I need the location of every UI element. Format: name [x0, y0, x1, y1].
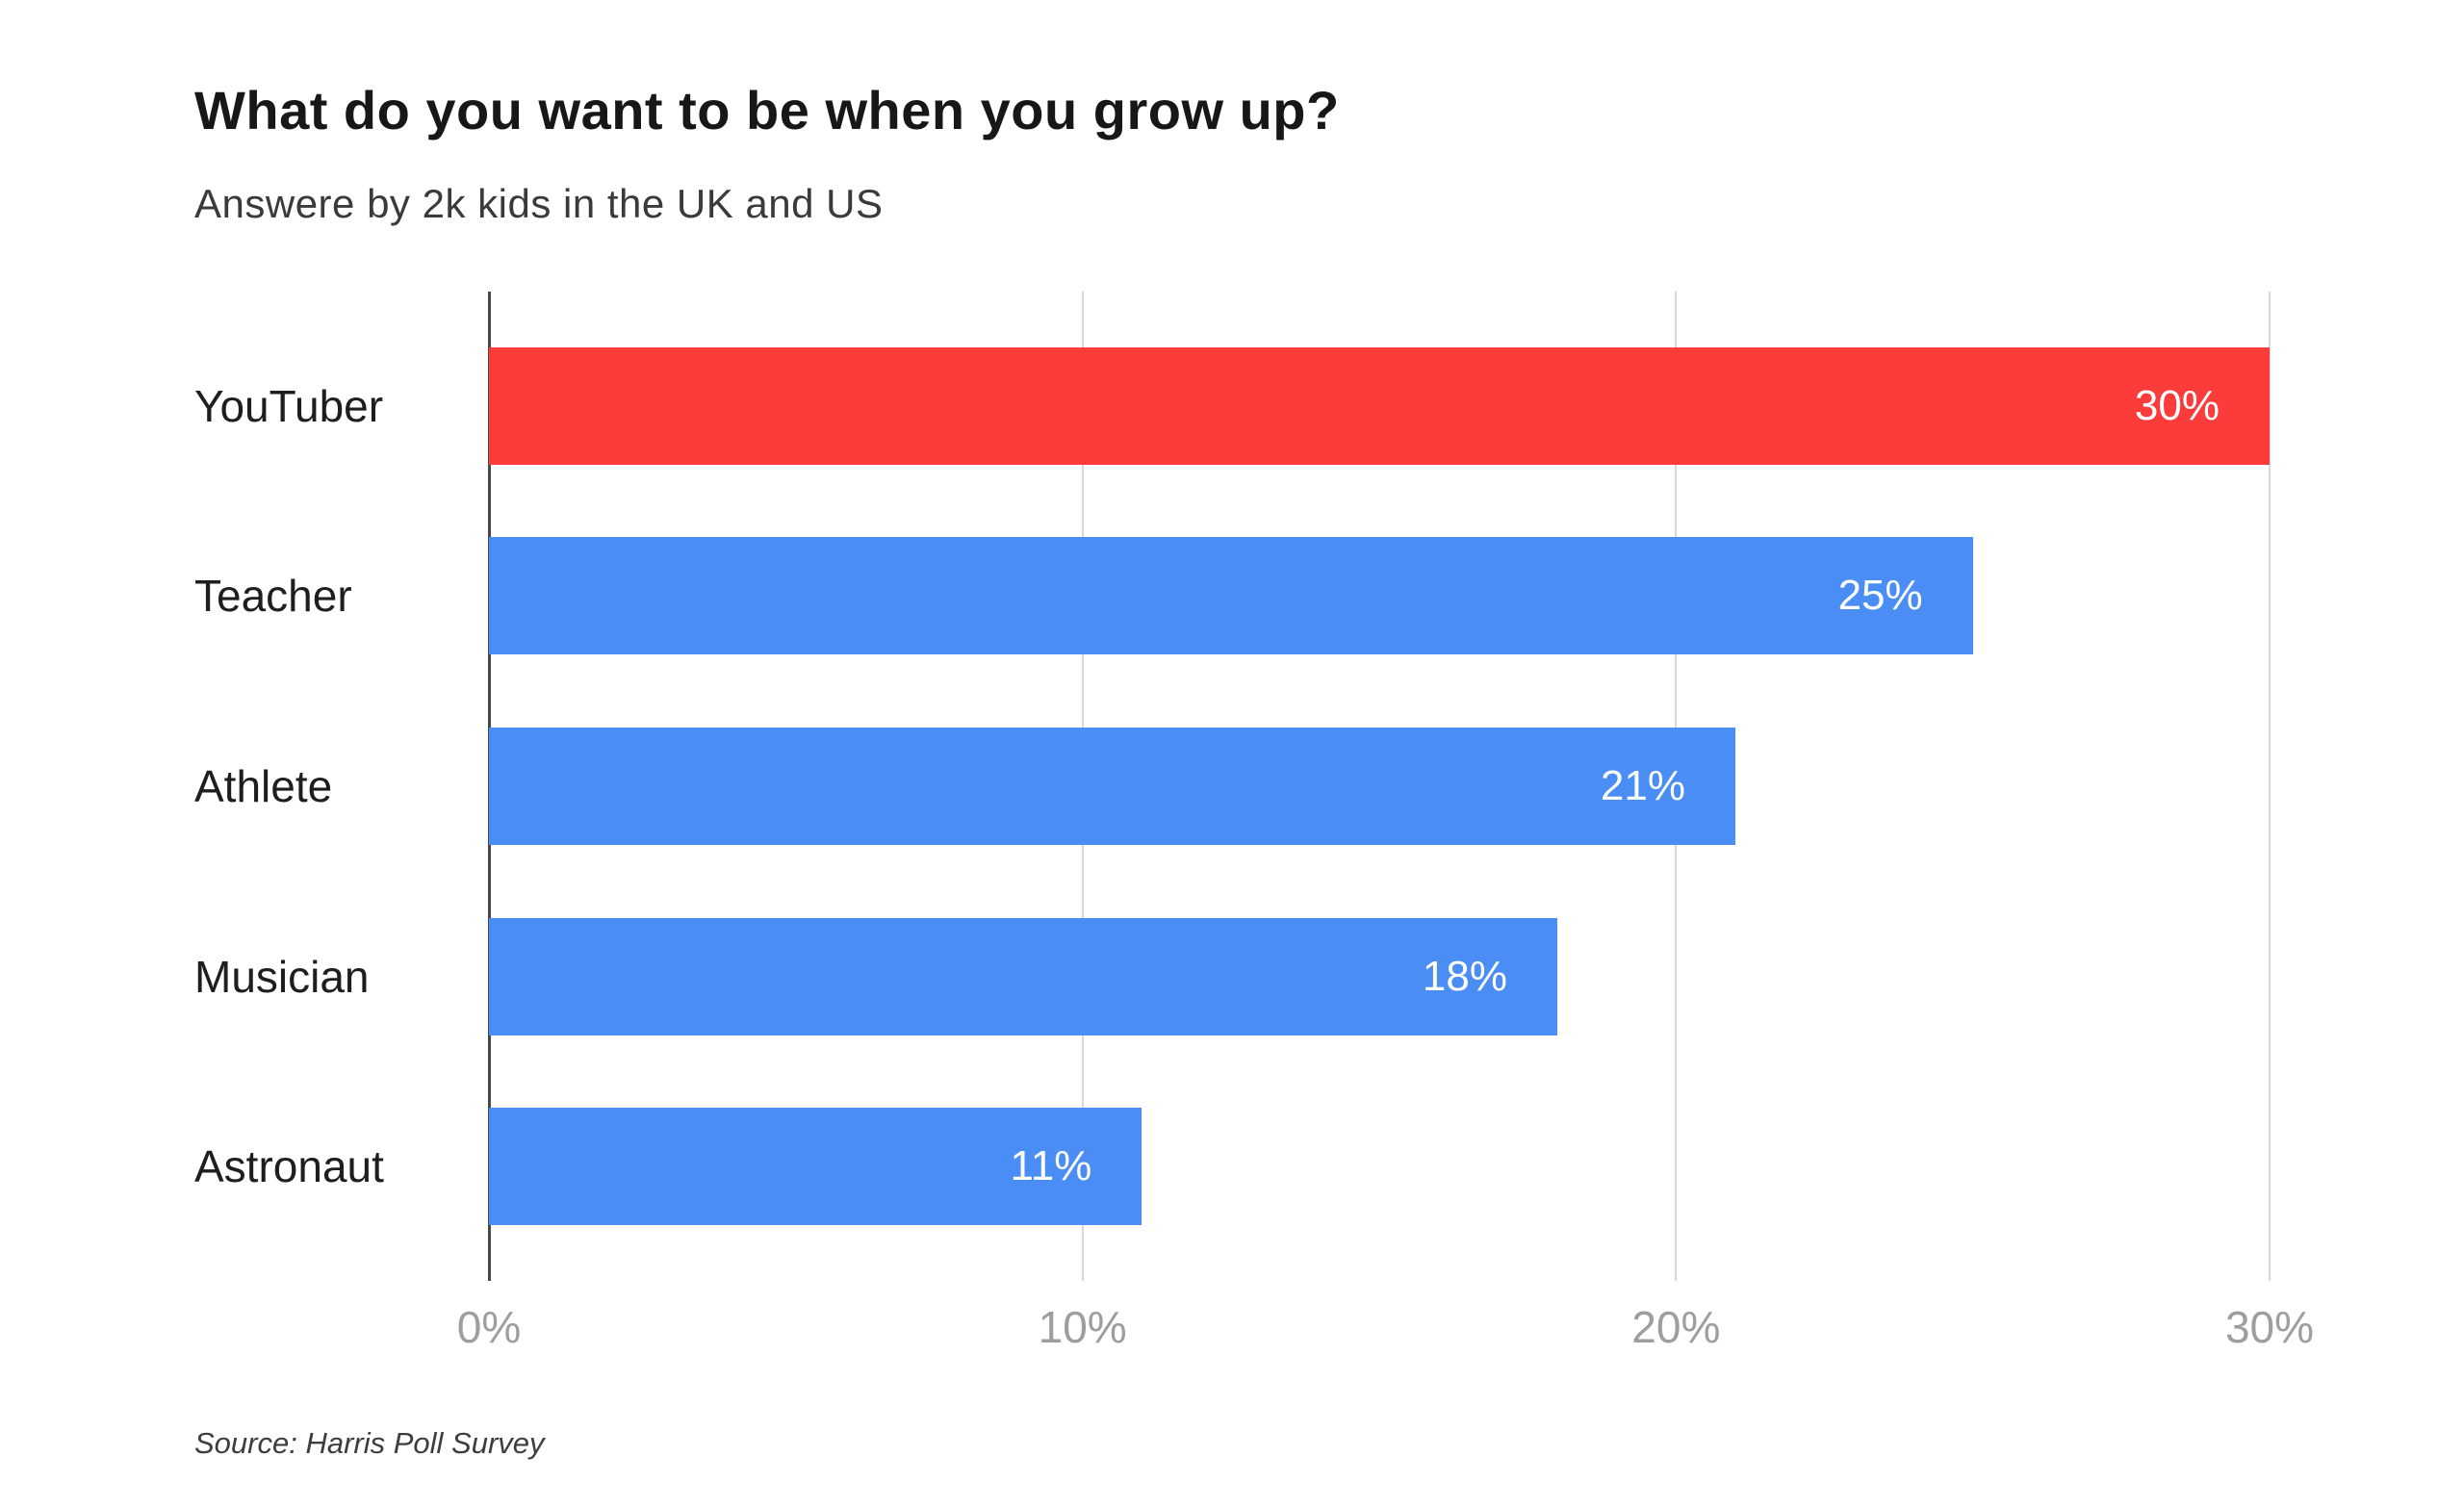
- x-tick-label: 0%: [456, 1302, 522, 1352]
- source-note: Source: Harris Poll Survey: [194, 1426, 545, 1460]
- bar-row: Teacher 25%: [194, 501, 2270, 692]
- category-label: Athlete: [194, 760, 333, 811]
- bar-value-label: 21%: [1600, 761, 1685, 809]
- category-label: Musician: [194, 951, 370, 1002]
- bar: 11%: [489, 1108, 1142, 1226]
- bar: 25%: [489, 537, 1973, 655]
- bar: 21%: [489, 727, 1735, 845]
- bar-row: Astronaut 11%: [194, 1071, 2270, 1262]
- chart-subtitle: Answere by 2k kids in the UK and US: [194, 181, 884, 226]
- x-axis: 0% 10% 20% 30%: [457, 1301, 2314, 1368]
- bar-rows-group: YouTuber 30% Teacher 25% Athlete 21% Musician 1…: [194, 292, 2270, 1281]
- bar-value-label: 25%: [1837, 572, 1923, 620]
- x-tick-label: 10%: [1038, 1302, 1127, 1352]
- bar-row: YouTuber 30%: [194, 311, 2270, 501]
- x-tick-label: 30%: [2224, 1302, 2315, 1352]
- chart-title: What do you want to be when you grow up?: [194, 80, 1340, 141]
- category-label: YouTuber: [194, 380, 384, 431]
- bar: 18%: [489, 917, 1557, 1035]
- gridline-30: [2269, 292, 2271, 1281]
- bar-value-label: 11%: [1010, 1142, 1092, 1190]
- bar-row: Musician 18%: [194, 882, 2270, 1072]
- category-label: Teacher: [194, 571, 352, 622]
- bar-value-label: 30%: [2134, 381, 2220, 429]
- x-tick-label: 20%: [1631, 1302, 1721, 1352]
- bar: 30%: [489, 346, 2270, 465]
- bar-row: Athlete 21%: [194, 691, 2270, 882]
- category-label: Astronaut: [194, 1141, 384, 1192]
- bar-value-label: 18%: [1422, 952, 1507, 1000]
- plot-area: YouTuber 30% Teacher 25% Athlete 21% Musician 1…: [194, 292, 2271, 1281]
